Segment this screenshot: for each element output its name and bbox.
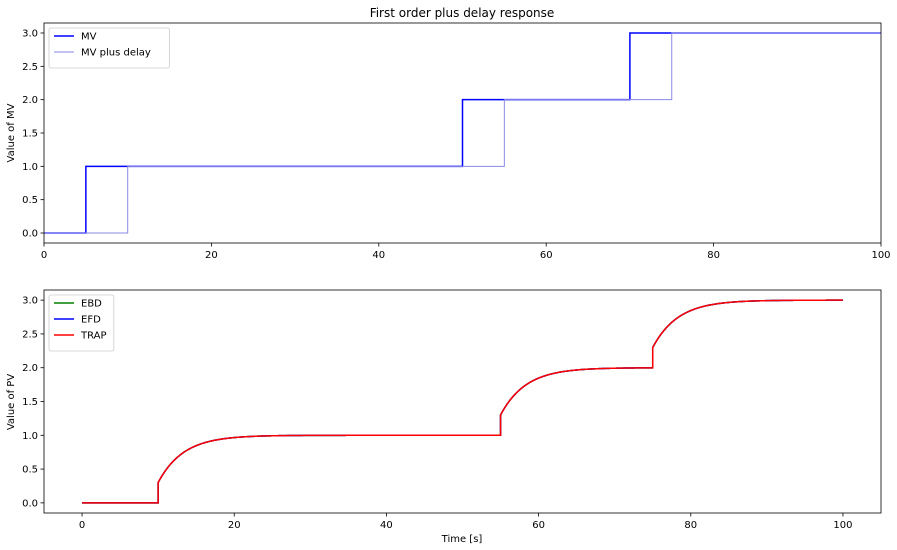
pv-plot: 0 20 40 60 80 100 0.0 0.5 1.0 1.5 2.0 2.5 3.0 Value… [6, 289, 882, 545]
y-axis-label: Value of PV [6, 374, 17, 430]
x-axis-label: Time [s] [441, 534, 483, 545]
x-tick-label: 60 [532, 520, 545, 531]
y-tick-label: 0.0 [22, 498, 38, 509]
y-tick-label: 3.0 [22, 296, 38, 307]
legend-box [48, 294, 115, 352]
x-tick-label: 80 [684, 520, 697, 531]
series-group [82, 299, 843, 504]
legend-label: EFD [81, 315, 101, 326]
y-tick-label: 1.0 [22, 431, 38, 442]
legend: MV MV plus delay [48, 27, 170, 69]
x-axis: 0 20 40 60 80 100 [79, 513, 853, 531]
series-line-mv-plus-delay [44, 32, 881, 234]
y-tick-label: 0.5 [22, 195, 38, 206]
x-tick-label: 100 [833, 520, 852, 531]
x-tick-label: 20 [205, 250, 218, 261]
series-line-trap [82, 299, 843, 504]
legend-label: EBD [81, 299, 102, 310]
y-tick-label: 2.0 [22, 95, 38, 106]
legend-label: MV [81, 32, 97, 43]
x-tick-label: 0 [79, 520, 85, 531]
y-tick-label: 0.5 [22, 465, 38, 476]
y-tick-label: 1.0 [22, 162, 38, 173]
x-tick-label: 80 [707, 250, 720, 261]
y-axis-label: Value of MV [6, 103, 17, 162]
x-axis: 0 20 40 60 80 100 [41, 243, 891, 261]
y-tick-label: 1.5 [22, 129, 38, 140]
chart-title: First order plus delay response [370, 6, 555, 20]
series-line-mv [44, 32, 881, 234]
x-tick-label: 100 [871, 250, 890, 261]
x-tick-label: 60 [540, 250, 553, 261]
x-tick-label: 20 [228, 520, 241, 531]
y-tick-label: 2.0 [22, 363, 38, 374]
legend-label: TRAP [80, 331, 107, 342]
y-tick-label: 2.5 [22, 62, 38, 73]
series-group [44, 32, 881, 234]
y-axis: 0.0 0.5 1.0 1.5 2.0 2.5 3.0 [22, 296, 44, 509]
mv-plot: First order plus delay response 0 20 40 60 8… [6, 6, 891, 261]
x-tick-label: 40 [380, 520, 393, 531]
x-tick-label: 40 [372, 250, 385, 261]
y-tick-label: 1.5 [22, 397, 38, 408]
legend-box [48, 27, 170, 69]
x-tick-label: 0 [41, 250, 47, 261]
y-tick-label: 2.5 [22, 329, 38, 340]
plot-area [44, 290, 881, 513]
y-tick-label: 0.0 [22, 229, 38, 240]
legend: EBD EFD TRAP [48, 294, 115, 352]
legend-label: MV plus delay [81, 48, 151, 59]
y-tick-label: 3.0 [22, 29, 38, 40]
y-axis: 0.0 0.5 1.0 1.5 2.0 2.5 3.0 [22, 29, 44, 240]
